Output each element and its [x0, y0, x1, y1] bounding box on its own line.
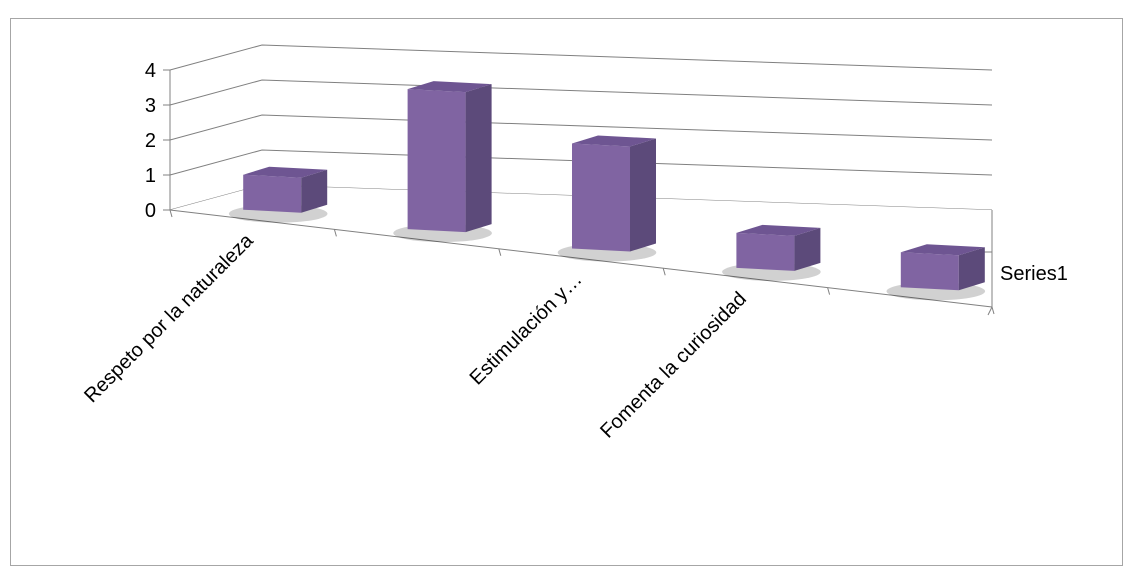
bars — [228, 81, 986, 301]
bar — [722, 224, 821, 281]
x-tick-mark — [827, 287, 831, 295]
bar-side-face — [301, 169, 328, 213]
y-tick-label: 0 — [145, 200, 156, 222]
bar-front-face — [243, 174, 302, 213]
x-tick-mark — [662, 268, 666, 276]
x-tick-label: Respeto por la naturaleza — [80, 229, 258, 407]
bar-top-face — [900, 244, 985, 256]
x-tick-mark — [333, 229, 337, 237]
x-tick-mark — [498, 248, 502, 256]
y-tick-label: 4 — [145, 60, 156, 82]
x-tick-mark — [169, 209, 173, 218]
bar-side-face — [794, 227, 821, 271]
x-tick-mark — [991, 306, 995, 315]
gridline — [169, 114, 993, 141]
bar — [393, 81, 492, 243]
bar-top-face — [407, 81, 492, 93]
bar-top-face — [243, 166, 328, 178]
bar-top-face — [572, 135, 656, 147]
bar-front-face — [572, 143, 630, 252]
depth-tick-mark — [987, 306, 993, 316]
legend: Series1 — [1000, 263, 1068, 285]
y-axis-ticks: 0 1 2 3 4 — [145, 60, 156, 222]
x-axis-line — [169, 209, 993, 308]
bar — [557, 135, 657, 262]
bar — [886, 244, 986, 301]
x-tick-label: Fomenta la curiosidad — [596, 288, 751, 443]
bar — [228, 166, 328, 223]
gridline — [169, 79, 993, 106]
y-tick-label: 2 — [145, 130, 156, 152]
gridline — [169, 149, 993, 176]
gridline — [169, 44, 993, 71]
y-tick-label: 3 — [145, 95, 156, 117]
bar-front-face — [900, 252, 959, 291]
x-tick-label: Estimulación y… — [466, 268, 587, 389]
y-tick-label: 1 — [145, 165, 156, 187]
bar-front-face — [407, 89, 466, 233]
bar-side-face — [958, 247, 985, 291]
bar-side-face — [465, 84, 492, 233]
bar-top-face — [736, 224, 821, 236]
legend-series-label: Series1 — [1000, 263, 1068, 285]
bar-front-face — [736, 232, 795, 271]
bar-side-face — [630, 138, 656, 252]
